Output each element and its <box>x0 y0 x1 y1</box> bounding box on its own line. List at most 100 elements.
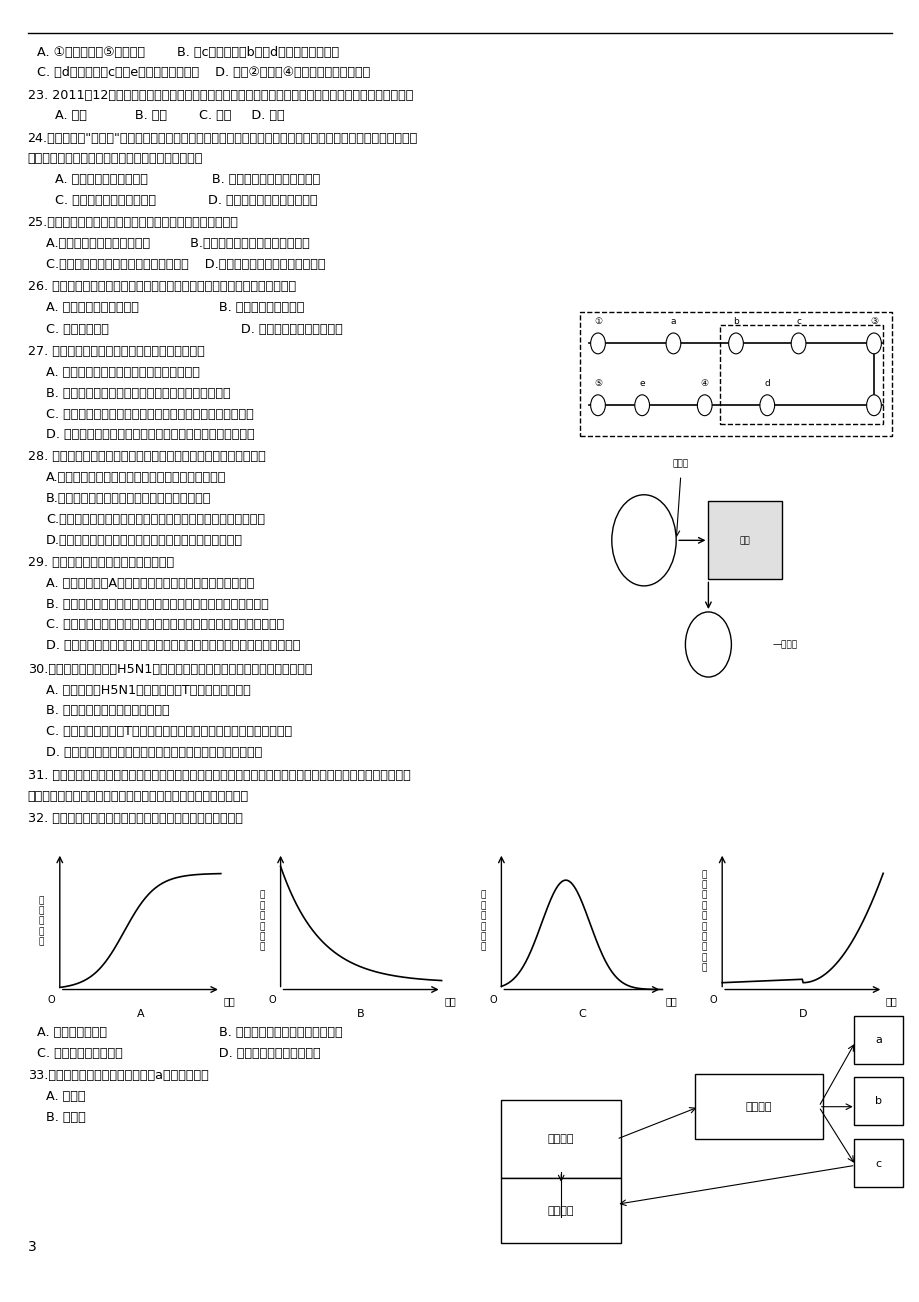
Text: B. 机体免疫功能不足或缺乏而引发的疾病，无传染性: B. 机体免疫功能不足或缺乏而引发的疾病，无传染性 <box>46 387 231 400</box>
Circle shape <box>790 333 805 354</box>
Text: D.如果靶细胞为垂体细胞，则分泌细胞可以为甲状腺细胞: D.如果靶细胞为垂体细胞，则分泌细胞可以为甲状腺细胞 <box>46 534 243 547</box>
Text: d: d <box>764 379 769 388</box>
Text: c: c <box>795 318 800 327</box>
Text: D. 同种病毒再次侵入人体后，记忆细胞产生大量抗体清除病毒: D. 同种病毒再次侵入人体后，记忆细胞产生大量抗体清除病毒 <box>46 746 262 759</box>
Text: D. 已免疫的机体再次接受相同物质的刺激而引发的过敏反应: D. 已免疫的机体再次接受相同物质的刺激而引发的过敏反应 <box>46 428 255 441</box>
Text: 33.下图为生态系统结构的关系图，a代表的成分是: 33.下图为生态系统结构的关系图，a代表的成分是 <box>28 1069 208 1082</box>
Text: 时间: 时间 <box>664 996 676 1006</box>
Text: B.如果分泌物是胰岛素，则靶细胞可以为肝细胞: B.如果分泌物是胰岛素，则靶细胞可以为肝细胞 <box>46 492 211 505</box>
Text: C. 人体免疫系统对自身的组织和器官造成损伤而引发的疾病: C. 人体免疫系统对自身的组织和器官造成损伤而引发的疾病 <box>46 408 254 421</box>
FancyBboxPatch shape <box>501 1178 620 1243</box>
Text: e: e <box>639 379 644 388</box>
Text: 无机环境: 无机环境 <box>548 1206 573 1216</box>
Text: A. 非特异性免疫能力减弱                    B. 特异性免疫能力减弱: A. 非特异性免疫能力减弱 B. 特异性免疫能力减弱 <box>46 301 304 314</box>
Bar <box>708 501 781 579</box>
Circle shape <box>866 333 880 354</box>
Text: A. 大脑            B. 小脑        C. 脑干     D. 脊髓: A. 大脑 B. 小脑 C. 脑干 D. 脊髓 <box>55 109 285 122</box>
Text: 27. 风湿性心脏病、系统性红斑狼疮等一类疾病是: 27. 风湿性心脏病、系统性红斑狼疮等一类疾病是 <box>28 345 204 358</box>
Text: C. 在d点给予刺激c点和e点都可以产生兴奋    D. 剪断②后刺激④处，仍能发生反射活动: C. 在d点给予刺激c点和e点都可以产生兴奋 D. 剪断②后刺激④处，仍能发生反… <box>37 66 369 79</box>
Bar <box>579 312 891 436</box>
Text: C. 激素通常与靶细胞的特定受体结合后才能起到调节生命活动的作用: C. 激素通常与靶细胞的特定受体结合后才能起到调节生命活动的作用 <box>46 618 284 631</box>
Circle shape <box>590 333 605 354</box>
Text: A.该调节方式的特点是速度较缓慢、作用范围较广泛: A.该调节方式的特点是速度较缓慢、作用范围较广泛 <box>46 471 226 484</box>
Text: 25.乙肝疫苗的接种需在一定时期内间隔注射三次，其目的是: 25.乙肝疫苗的接种需在一定时期内间隔注射三次，其目的是 <box>28 216 238 229</box>
Text: 23. 2011年12月，河南散打名将上官鹏飞在比赛中，被对手打中脑后某一部位而死亡，则该部位最可能是: 23. 2011年12月，河南散打名将上官鹏飞在比赛中，被对手打中脑后某一部位而… <box>28 89 413 102</box>
Text: D. 胰高血糖素的主要靶细胞为肝细胞，甲状腺激素的靶细胞为各组织细胞: D. 胰高血糖素的主要靶细胞为肝细胞，甲状腺激素的靶细胞为各组织细胞 <box>46 639 300 652</box>
Text: 生物群落: 生物群落 <box>745 1101 771 1112</box>
Text: A. 与突触后膜的受体结合                B. 与突触前膜释放的递质结合: A. 与突触后膜的受体结合 B. 与突触前膜释放的递质结合 <box>55 173 320 186</box>
Text: ①: ① <box>594 318 601 327</box>
Text: 28. 右图是人体某项生命活动调节过程的示意图，下列说法错误的是: 28. 右图是人体某项生命活动调节过程的示意图，下列说法错误的是 <box>28 450 265 464</box>
FancyBboxPatch shape <box>501 1100 620 1178</box>
Circle shape <box>685 612 731 677</box>
Text: B: B <box>357 1009 365 1019</box>
Text: 酰胆碱）的量也不变。据此推测止痛药的作用机制是: 酰胆碱）的量也不变。据此推测止痛药的作用机制是 <box>28 152 203 165</box>
Text: 靶细
胞: 靶细 胞 <box>703 635 712 654</box>
Circle shape <box>590 395 605 415</box>
Text: A. 胰岛素由胰岛A细胞分泌，可以起到降低血糖浓度的作用: A. 胰岛素由胰岛A细胞分泌，可以起到降低血糖浓度的作用 <box>46 577 254 590</box>
Text: 血管: 血管 <box>739 536 750 544</box>
Text: O: O <box>709 995 717 1005</box>
Text: 时间: 时间 <box>223 996 235 1006</box>
Text: 了一片森林。该生态系统在此演替过程中，相关变化趋势正确的是: 了一片森林。该生态系统在此演替过程中，相关变化趋势正确的是 <box>28 790 248 803</box>
Text: 29. 下列有关激素调节的叙述，错误的是: 29. 下列有关激素调节的叙述，错误的是 <box>28 556 174 569</box>
Text: A.使机体积累更多数量的疫苗          B.使机体产生更多种类的淋巴细胞: A.使机体积累更多数量的疫苗 B.使机体产生更多种类的淋巴细胞 <box>46 237 310 250</box>
Text: ⑤: ⑤ <box>594 379 601 388</box>
Text: C. 病毒侵入细胞后，T细胞与靶细胞密切接触，使靶细胞裂解释放病毒: C. 病毒侵入细胞后，T细胞与靶细胞密切接触，使靶细胞裂解释放病毒 <box>46 725 292 738</box>
Circle shape <box>759 395 774 415</box>
Text: ④: ④ <box>700 379 708 388</box>
Bar <box>720 326 882 424</box>
Text: A. ①是效应器，⑤是感受器        B. 在c点给予刺激b点和d点都可以产生兴奋: A. ①是效应器，⑤是感受器 B. 在c点给予刺激b点和d点都可以产生兴奋 <box>37 46 338 59</box>
Text: ③: ③ <box>869 318 877 327</box>
Text: O: O <box>489 995 496 1005</box>
Circle shape <box>634 395 649 415</box>
Text: C. 抑制突触前膜递质的释放             D. 抑制突触小体中递质的合成: C. 抑制突触前膜递质的释放 D. 抑制突触小体中递质的合成 <box>55 194 317 207</box>
Text: 24.止痛药（如"杜冷丁"）能阻断神经冲动传导，但并不损伤神经元的结构，同时检测到突触间隙中神经递质（乙: 24.止痛药（如"杜冷丁"）能阻断神经冲动传导，但并不损伤神经元的结构，同时检测… <box>28 132 417 145</box>
Text: a: a <box>874 1035 881 1046</box>
Text: 分泌物: 分泌物 <box>672 460 688 469</box>
Text: 物
种
丰
富
度: 物 种 丰 富 度 <box>39 896 44 947</box>
Circle shape <box>697 395 711 415</box>
Text: 等
口
系
统
结
构
的
复
杂
性: 等 口 系 统 结 构 的 复 杂 性 <box>700 870 706 973</box>
Text: C: C <box>577 1009 585 1019</box>
Text: C.如果分泌细胞是垂体细胞，则靶细胞就是肾小管、集合管细胞: C.如果分泌细胞是垂体细胞，则靶细胞就是肾小管、集合管细胞 <box>46 513 265 526</box>
Text: 30.高致病性禽流感病毒H5N1侵入人体后，相关免疫细胞所起作用，正确的是: 30.高致病性禽流感病毒H5N1侵入人体后，相关免疫细胞所起作用，正确的是 <box>28 663 312 676</box>
Text: c: c <box>875 1159 880 1169</box>
Text: B. 具有促进代谢以增加产热功能的激素有甲状腺激素和肾上腺素: B. 具有促进代谢以增加产热功能的激素有甲状腺激素和肾上腺素 <box>46 598 268 611</box>
Text: 时间: 时间 <box>444 996 456 1006</box>
Text: A. 生产者: A. 生产者 <box>46 1090 85 1103</box>
FancyBboxPatch shape <box>694 1074 823 1139</box>
Text: 32. 农民经常要在水稻田里去除稗草，这样做的目的是有利于: 32. 农民经常要在水稻田里去除稗草，这样做的目的是有利于 <box>28 812 243 825</box>
Text: 26. 大面积烧伤病人护理不当时，易发生感染而引起严重后果，这主要是由于: 26. 大面积烧伤病人护理不当时，易发生感染而引起严重后果，这主要是由于 <box>28 280 295 293</box>
Text: 时间: 时间 <box>885 996 897 1006</box>
Text: 分泌
细胞: 分泌 细胞 <box>638 531 649 549</box>
Text: —靶细胞: —靶细胞 <box>772 641 797 648</box>
Text: A: A <box>136 1009 144 1019</box>
Text: D: D <box>798 1009 806 1019</box>
Text: 生态系统: 生态系统 <box>548 1134 573 1144</box>
Text: C. 体液大量流失                                 D. 营养物质得不到及时补充: C. 体液大量流失 D. 营养物质得不到及时补充 <box>46 323 343 336</box>
Text: O: O <box>268 995 276 1005</box>
Circle shape <box>611 495 675 586</box>
Text: C.使机体产生更多数量的抗体和淋巴细胞    D.使机体产生更强的非特异性免疫: C.使机体产生更多数量的抗体和淋巴细胞 D.使机体产生更强的非特异性免疫 <box>46 258 325 271</box>
Text: 3: 3 <box>28 1240 37 1254</box>
Text: 固
定
的
太
阳
能: 固 定 的 太 阳 能 <box>480 891 485 952</box>
Text: b: b <box>732 318 738 327</box>
Text: B. 消费者: B. 消费者 <box>46 1111 85 1124</box>
Text: A. 禽流感病毒H5N1侵入机体后，T细胞细胞周期变长: A. 禽流感病毒H5N1侵入机体后，T细胞细胞周期变长 <box>46 684 251 697</box>
Text: A. 病原体感染机体而引发的疾病，有传染性: A. 病原体感染机体而引发的疾病，有传染性 <box>46 366 199 379</box>
Text: 抵
抗
力
稳
定
性: 抵 抗 力 稳 定 性 <box>259 891 265 952</box>
Circle shape <box>728 333 743 354</box>
Text: B. 抗体可阻止内环境中病毒的扩散: B. 抗体可阻止内环境中病毒的扩散 <box>46 704 169 717</box>
Text: C. 促进能量的循环利用                        D. 维持生态系统的物质循环: C. 促进能量的循环利用 D. 维持生态系统的物质循环 <box>37 1047 320 1060</box>
Text: b: b <box>874 1096 881 1107</box>
Circle shape <box>866 395 880 415</box>
FancyBboxPatch shape <box>853 1016 902 1064</box>
Circle shape <box>665 333 680 354</box>
Text: O: O <box>48 995 55 1005</box>
Text: A. 保持物种的纯度                            B. 调整生态系统中的能量流动关系: A. 保持物种的纯度 B. 调整生态系统中的能量流动关系 <box>37 1026 342 1039</box>
FancyBboxPatch shape <box>853 1139 902 1187</box>
FancyBboxPatch shape <box>853 1077 902 1125</box>
Text: a: a <box>670 318 675 327</box>
Text: 31. 一块弃耕的农田，很快长满杂草，几年后，草本植物开始减少，各种灌木却繁茂起来，最后这块农田演变成: 31. 一块弃耕的农田，很快长满杂草，几年后，草本植物开始减少，各种灌木却繁茂起… <box>28 769 410 783</box>
